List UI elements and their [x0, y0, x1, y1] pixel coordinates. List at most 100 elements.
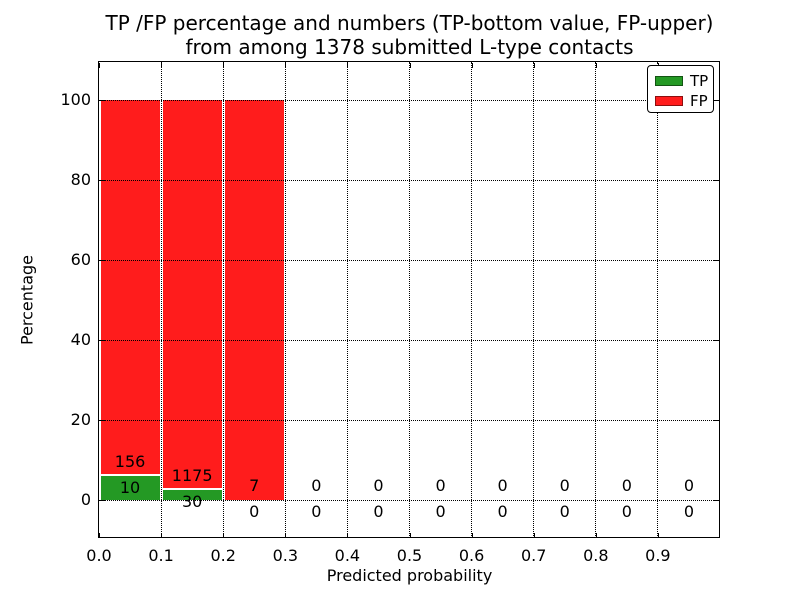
- y-tick-mark-left: [100, 180, 105, 181]
- x-tick-mark-bottom: [223, 533, 225, 538]
- x-tick-mark-bottom: [471, 533, 473, 538]
- x-tick-mark-top: [161, 63, 163, 68]
- gridline-vertical: [595, 62, 597, 538]
- x-tick-label: 0.0: [86, 546, 112, 565]
- fp-count-label-4: 0: [373, 476, 384, 495]
- tp-count-label-2: 0: [249, 502, 260, 521]
- x-tick-label: 0.8: [583, 546, 609, 565]
- gridline-vertical: [533, 62, 535, 538]
- gridline-horizontal: [99, 99, 720, 101]
- y-tick-mark-left: [100, 260, 105, 261]
- bar-tp-1: [162, 490, 222, 500]
- x-tick-mark-top: [409, 63, 411, 68]
- x-tick-label: 0.5: [396, 546, 423, 565]
- tp-count-label-4: 0: [373, 502, 384, 521]
- x-tick-mark-top: [223, 63, 225, 68]
- tp-count-label-6: 0: [497, 502, 508, 521]
- fp-legend-swatch: [655, 96, 683, 106]
- gridline-horizontal: [99, 259, 720, 261]
- bar-fp-1: [162, 100, 222, 491]
- y-tick-label: 80: [70, 170, 91, 189]
- chart-title-line1: TP /FP percentage and numbers (TP-bottom…: [105, 11, 714, 35]
- y-tick-label: 40: [70, 330, 91, 349]
- x-tick-mark-bottom: [595, 533, 597, 538]
- y-tick-label: 20: [70, 410, 91, 429]
- x-tick-mark-top: [347, 63, 349, 68]
- y-tick-label: 100: [60, 90, 91, 109]
- x-tick-mark-top: [595, 63, 597, 68]
- gridline-vertical: [222, 62, 224, 538]
- y-tick-mark-right: [714, 100, 719, 101]
- fp-count-label-8: 0: [621, 476, 632, 495]
- x-tick-mark-top: [471, 63, 473, 68]
- tp-legend-swatch: [655, 76, 683, 86]
- y-tick-mark-right: [714, 340, 719, 341]
- fp-count-label-0: 156: [114, 451, 146, 471]
- x-tick-label: 0.6: [458, 546, 485, 565]
- tp-count-label-1: 30: [181, 492, 203, 512]
- x-tick-mark-bottom: [347, 533, 349, 538]
- chart-title: TP /FP percentage and numbers (TP-bottom…: [99, 11, 720, 59]
- y-tick-mark-right: [714, 260, 719, 261]
- tp-count-label-8: 0: [621, 502, 632, 521]
- x-tick-mark-bottom: [533, 533, 535, 538]
- x-tick-mark-top: [285, 63, 287, 68]
- tp-count-label-3: 0: [311, 502, 322, 521]
- x-tick-label: 0.9: [645, 546, 671, 565]
- x-tick-mark-bottom: [99, 533, 100, 538]
- x-tick-mark-top: [99, 63, 100, 68]
- x-tick-label: 0.2: [210, 546, 236, 565]
- fp-count-label-9: 0: [683, 476, 695, 495]
- fp-count-label-7: 0: [559, 476, 570, 495]
- x-tick-label: 0.4: [334, 546, 361, 565]
- gridline-vertical: [346, 62, 348, 538]
- tp-count-label-5: 0: [435, 502, 446, 521]
- fp-count-label-3: 0: [311, 476, 322, 495]
- fp-legend-label: FP: [690, 91, 708, 110]
- legend: TP FP: [647, 65, 714, 113]
- fp-count-label-6: 0: [497, 476, 508, 495]
- y-tick-mark-right: [714, 420, 719, 421]
- legend-entry-tp: TP: [648, 71, 713, 91]
- gridline-horizontal: [99, 179, 720, 181]
- y-tick-mark-left: [100, 420, 105, 421]
- gridline-vertical: [657, 62, 659, 538]
- tp-count-label-9: 0: [683, 502, 695, 521]
- chart-title-line2: from among 1378 submitted L-type contact…: [185, 35, 634, 59]
- fp-count-label-2: 7: [249, 476, 260, 495]
- fp-count-label-1: 1175: [171, 466, 213, 486]
- gridline-horizontal: [99, 419, 720, 421]
- x-axis-label: Predicted probability: [326, 566, 493, 585]
- y-tick-mark-right: [714, 500, 719, 501]
- y-tick-mark-left: [100, 340, 105, 341]
- gridline-vertical: [160, 62, 162, 538]
- gridline-vertical: [471, 62, 473, 538]
- x-tick-mark-bottom: [409, 533, 411, 538]
- x-tick-label: 0.7: [520, 546, 547, 565]
- y-tick-label: 0: [80, 490, 91, 509]
- x-tick-mark-bottom: [285, 533, 287, 538]
- y-tick-mark-right: [714, 180, 719, 181]
- tp-count-label-0: 10: [119, 477, 141, 497]
- gridline-horizontal: [99, 499, 720, 501]
- y-axis-label: Percentage: [17, 254, 37, 346]
- x-tick-label: 0.3: [272, 546, 299, 565]
- bar-tp-0: [100, 475, 160, 500]
- gridline-vertical: [284, 62, 286, 538]
- x-tick-mark-bottom: [161, 533, 163, 538]
- bar-fp-2: [224, 100, 284, 500]
- bar-fp-0: [100, 100, 160, 476]
- tp-count-label-7: 0: [559, 502, 570, 521]
- y-tick-label: 60: [70, 250, 91, 269]
- x-tick-label: 0.1: [148, 546, 174, 565]
- x-tick-mark-bottom: [657, 533, 659, 538]
- tp-legend-label: TP: [690, 71, 709, 90]
- y-tick-mark-left: [100, 100, 105, 101]
- legend-entry-fp: FP: [648, 91, 713, 111]
- gridline-vertical: [409, 62, 410, 538]
- gridline-horizontal: [99, 339, 720, 341]
- fp-count-label-5: 0: [435, 476, 446, 495]
- y-tick-mark-left: [100, 500, 105, 501]
